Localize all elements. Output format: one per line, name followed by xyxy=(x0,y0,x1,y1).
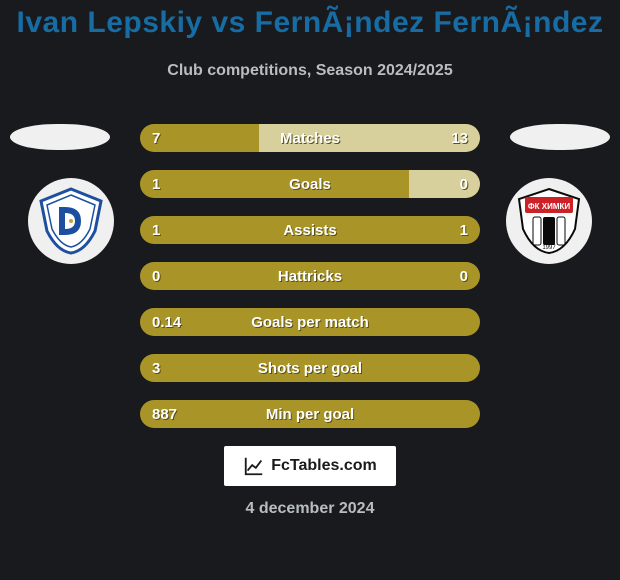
stat-row: 887Min per goal xyxy=(140,400,480,428)
site-logo: FcTables.com xyxy=(224,446,396,486)
page-title: Ivan Lepskiy vs FernÃ¡ndez FernÃ¡ndez xyxy=(0,6,620,40)
stat-row: 1Assists1 xyxy=(140,216,480,244)
khimki-crest-icon: ФК ХИМКИ 1997 xyxy=(513,185,585,257)
left-player-pill xyxy=(10,124,110,150)
site-logo-text: FcTables.com xyxy=(271,457,377,475)
svg-text:1997: 1997 xyxy=(542,245,556,251)
snapshot-date: 4 december 2024 xyxy=(0,500,620,518)
stat-row: 0Hattricks0 xyxy=(140,262,480,290)
stat-value-right: 0 xyxy=(460,170,468,198)
stat-label: Shots per goal xyxy=(140,354,480,382)
stat-label: Assists xyxy=(140,216,480,244)
stat-value-right: 13 xyxy=(451,124,468,152)
comparison-bars: 7Matches131Goals01Assists10Hattricks00.1… xyxy=(140,124,480,446)
right-player-pill xyxy=(510,124,610,150)
stat-row: 1Goals0 xyxy=(140,170,480,198)
stat-row: 3Shots per goal xyxy=(140,354,480,382)
page-subtitle: Club competitions, Season 2024/2025 xyxy=(0,62,620,80)
stat-label: Hattricks xyxy=(140,262,480,290)
stat-label: Goals per match xyxy=(140,308,480,336)
left-club-crest xyxy=(28,178,114,264)
stat-value-right: 1 xyxy=(460,216,468,244)
stat-row: 0.14Goals per match xyxy=(140,308,480,336)
stat-value-right: 0 xyxy=(460,262,468,290)
stat-label: Goals xyxy=(140,170,480,198)
chart-icon xyxy=(243,455,265,477)
stat-row: 7Matches13 xyxy=(140,124,480,152)
stat-label: Min per goal xyxy=(140,400,480,428)
stat-label: Matches xyxy=(140,124,480,152)
right-club-crest: ФК ХИМКИ 1997 xyxy=(506,178,592,264)
dynamo-crest-icon xyxy=(35,185,107,257)
comparison-card: Ivan Lepskiy vs FernÃ¡ndez FernÃ¡ndez Cl… xyxy=(0,0,620,580)
svg-text:ФК ХИМКИ: ФК ХИМКИ xyxy=(528,202,571,211)
